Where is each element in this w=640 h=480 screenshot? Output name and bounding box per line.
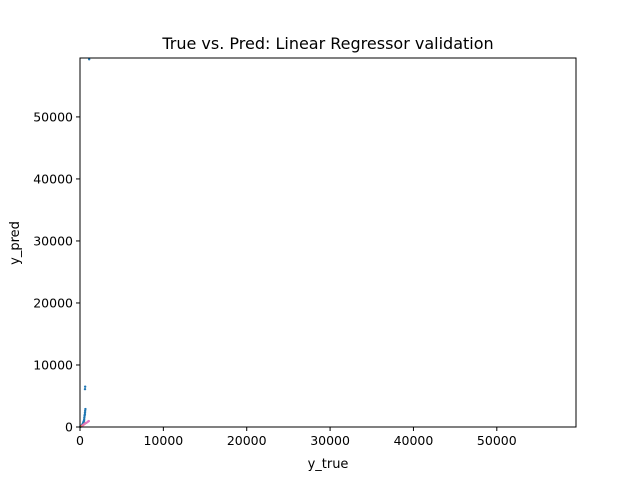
x-axis: 0 10000 20000 30000 40000 50000 xyxy=(76,427,517,448)
data-point xyxy=(83,416,86,419)
x-tick-label: 30000 xyxy=(310,433,350,448)
y-axis: 0 10000 20000 30000 40000 50000 xyxy=(33,109,80,435)
x-tick-label: 40000 xyxy=(394,433,434,448)
y-tick-label: 20000 xyxy=(33,295,73,310)
data-point xyxy=(87,58,91,61)
x-tick-label: 50000 xyxy=(477,433,517,448)
y-tick-label: 0 xyxy=(65,420,73,435)
x-tick-label: 10000 xyxy=(143,433,183,448)
plot-area xyxy=(79,58,91,429)
data-point xyxy=(87,419,90,423)
data-point xyxy=(83,387,87,391)
data-point xyxy=(83,413,87,416)
chart-title: True vs. Pred: Linear Regressor validati… xyxy=(161,34,493,53)
data-point xyxy=(82,418,86,421)
x-axis-label: y_true xyxy=(308,457,349,472)
y-tick-label: 10000 xyxy=(33,357,73,372)
data-point xyxy=(83,385,87,388)
x-tick-label: 20000 xyxy=(227,433,267,448)
data-point xyxy=(84,407,87,411)
y-tick-label: 40000 xyxy=(33,171,73,186)
data-point xyxy=(81,424,84,427)
y-tick-label: 50000 xyxy=(33,109,73,124)
x-tick-label: 0 xyxy=(76,433,84,448)
y-tick-label: 30000 xyxy=(33,233,73,248)
y-axis-label: y_pred xyxy=(8,221,23,265)
data-point xyxy=(83,411,87,414)
data-point xyxy=(83,409,87,413)
plot-frame xyxy=(79,57,577,428)
